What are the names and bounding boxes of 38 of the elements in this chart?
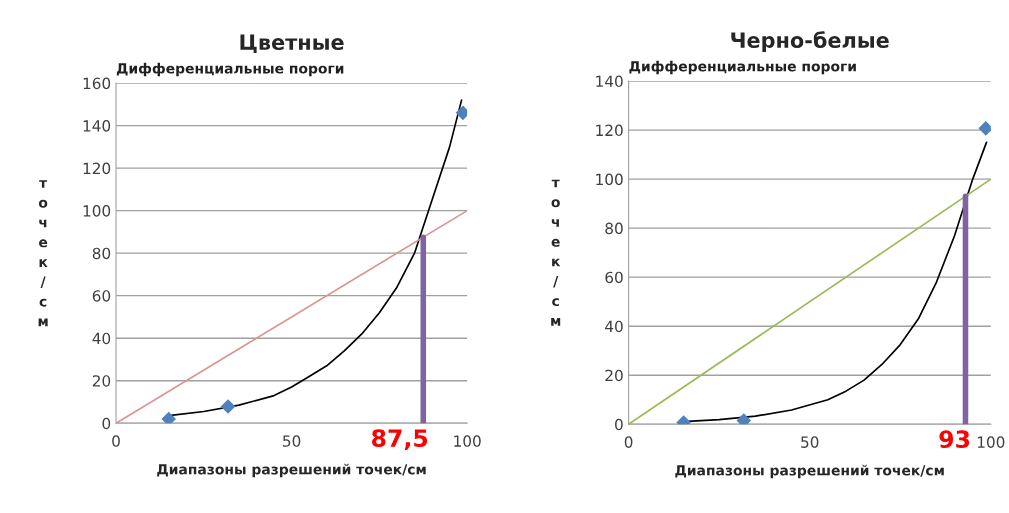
x-axis-title: Диапазоны разрешений точек/см	[675, 464, 944, 479]
y-axis-title: точек/см	[551, 179, 561, 326]
y-tick-label: 140	[596, 75, 623, 88]
y-tick-label: 40	[92, 332, 111, 345]
y-tick-label: 100	[83, 205, 111, 217]
y-tick-label: 20	[605, 369, 623, 382]
x-tick-label: 0	[624, 436, 633, 448]
point	[455, 105, 468, 121]
y-tick-label: 80	[605, 222, 623, 235]
x-tick-label: 100	[977, 436, 1005, 448]
point	[220, 399, 236, 414]
point	[736, 413, 752, 425]
y-axis-title: точек/см	[38, 180, 48, 327]
y-tick-label: 0	[102, 417, 111, 430]
x-tick-label: 0	[112, 435, 120, 447]
y-tick-label: 160	[83, 77, 111, 90]
x-tick-label: 100	[454, 435, 481, 447]
annotation: 87,5	[372, 429, 428, 451]
chart-subtitle: Дифференциальные пороги	[116, 62, 344, 77]
point	[978, 121, 991, 136]
y-tick-label: 40	[605, 320, 623, 333]
y-tick-label: 60	[605, 271, 623, 284]
chart-title: Черно-белые	[731, 31, 889, 53]
y-tick-label: 120	[596, 124, 623, 137]
y-tick-label: 120	[83, 162, 111, 175]
y-tick-label: 0	[615, 418, 623, 431]
x-tick-label: 50	[801, 436, 819, 448]
x-tick-label: 50	[283, 435, 301, 447]
point	[161, 411, 176, 424]
chart-subtitle: Дифференциальные пороги	[629, 60, 856, 75]
y-tick-label: 140	[83, 120, 111, 132]
y-tick-label: 60	[92, 290, 111, 302]
x-axis-title: Диапазоны разрешений точек/см	[157, 463, 426, 478]
annotation: 93	[939, 430, 970, 449]
y-tick-label: 100	[596, 173, 623, 186]
chart-title: Цветные	[240, 34, 344, 54]
y-tick-label: 20	[92, 375, 111, 387]
y-tick-label: 80	[92, 247, 111, 260]
